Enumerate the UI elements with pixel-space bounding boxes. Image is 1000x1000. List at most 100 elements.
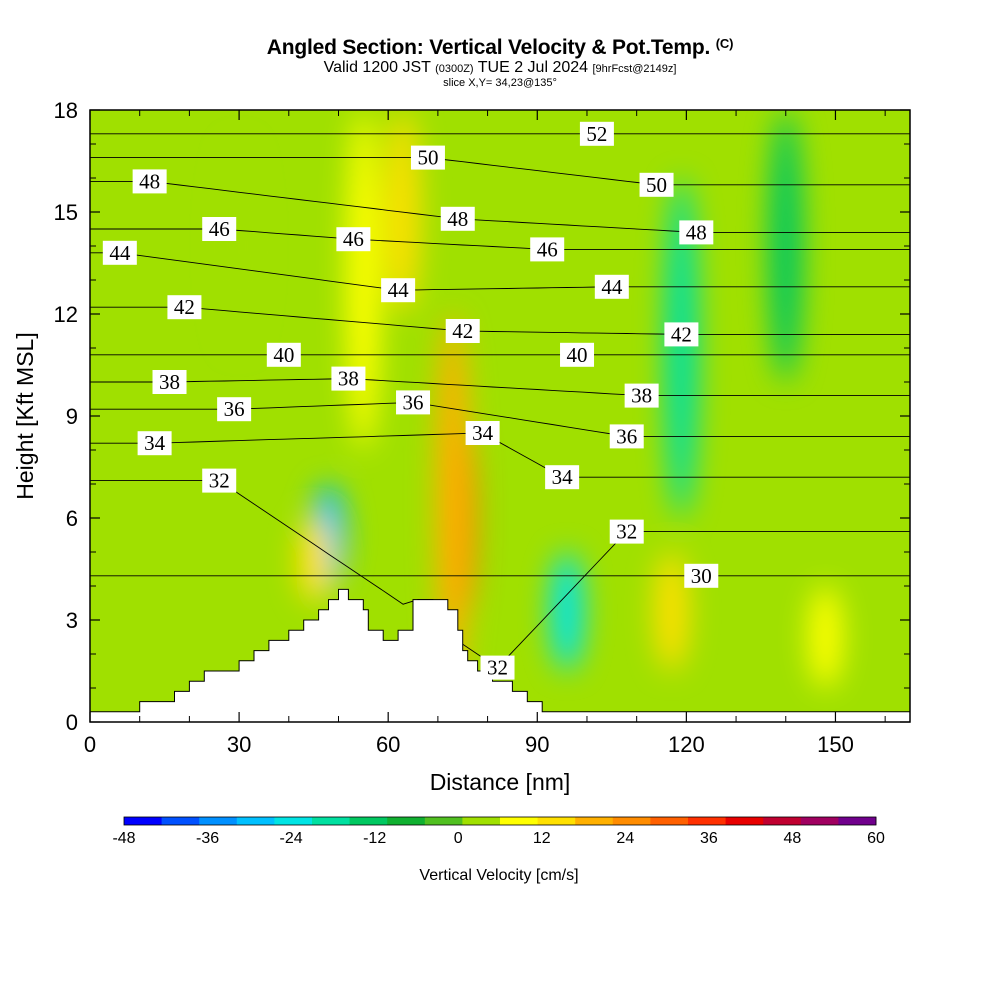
colorbar-tick-label: 0 bbox=[454, 830, 463, 847]
x-tick-label: 30 bbox=[227, 732, 251, 757]
colorbar-tick-label: 48 bbox=[784, 830, 802, 847]
colorbar-swatch bbox=[424, 817, 463, 825]
forecast-info: [9hrFcst@2149z] bbox=[592, 63, 677, 75]
y-tick-label: 15 bbox=[54, 200, 78, 225]
colorbar-tick-label: 24 bbox=[616, 830, 634, 847]
contour-label-box bbox=[609, 424, 644, 449]
colorbar-swatch bbox=[575, 817, 614, 825]
contour-label-box bbox=[102, 240, 137, 265]
contour-label: 50 bbox=[646, 173, 667, 197]
colorbar-tick-label: 12 bbox=[533, 830, 551, 847]
theta-contour bbox=[90, 252, 910, 291]
colorbar-swatch bbox=[688, 817, 726, 825]
velocity-feature bbox=[808, 586, 843, 688]
y-tick-label: 12 bbox=[54, 302, 78, 327]
contour-label-box bbox=[132, 169, 167, 194]
y-tick-label: 6 bbox=[66, 506, 78, 531]
colorbar-swatch bbox=[650, 817, 689, 825]
velocity-feature bbox=[768, 110, 803, 382]
colorbar-swatch bbox=[274, 817, 313, 825]
contour-label: 48 bbox=[686, 220, 707, 244]
theta-contour bbox=[90, 432, 910, 478]
y-axis-label: Height [Kft MSL] bbox=[12, 332, 38, 499]
colorbar-tick-label: -48 bbox=[112, 830, 135, 847]
x-tick-label: 120 bbox=[668, 732, 705, 757]
velocity-feature bbox=[550, 552, 585, 671]
y-tick-label: 0 bbox=[66, 710, 78, 735]
colorbar-swatch bbox=[763, 817, 802, 825]
contour-label: 36 bbox=[224, 397, 245, 421]
contour-label: 38 bbox=[631, 384, 652, 408]
colorbar-label: Vertical Velocity [cm/s] bbox=[419, 867, 578, 884]
contour-label: 34 bbox=[144, 431, 166, 455]
theta-contour bbox=[90, 378, 910, 397]
contour-label-box bbox=[684, 563, 719, 588]
colorbar-swatch bbox=[161, 817, 200, 825]
y-tick-label: 9 bbox=[66, 404, 78, 429]
copyright-mark: (C) bbox=[715, 36, 734, 51]
valid-date: TUE 2 Jul 2024 bbox=[477, 59, 589, 76]
contour-label-box bbox=[624, 383, 659, 408]
contour-label-box bbox=[336, 227, 371, 252]
colorbar-swatch bbox=[349, 817, 388, 825]
contour-label-box bbox=[202, 468, 237, 493]
contour-label: 34 bbox=[552, 465, 574, 489]
contour-label-box bbox=[331, 366, 366, 391]
contour-label-box bbox=[639, 172, 674, 197]
contour-label: 44 bbox=[601, 275, 623, 299]
colorbar-swatch bbox=[236, 817, 275, 825]
contour-label-box bbox=[545, 465, 580, 490]
contour-label: 40 bbox=[273, 343, 294, 367]
contour-label: 38 bbox=[338, 367, 359, 391]
colorbar-swatch bbox=[312, 817, 350, 825]
contour-label: 42 bbox=[452, 319, 473, 343]
velocity-feature bbox=[222, 144, 257, 348]
contour-label: 38 bbox=[159, 370, 180, 394]
velocity-feature bbox=[664, 178, 699, 518]
contour-label-box bbox=[480, 655, 515, 680]
colorbar-swatch bbox=[124, 817, 162, 825]
contour-label: 34 bbox=[472, 421, 494, 445]
colorbar-tick-label: -24 bbox=[280, 830, 303, 847]
colorbar-swatch bbox=[612, 817, 651, 825]
contour-label: 32 bbox=[487, 656, 508, 680]
velocity-feature bbox=[654, 552, 689, 671]
contour-label: 30 bbox=[691, 564, 712, 588]
contour-label: 46 bbox=[343, 227, 364, 251]
colorbar-swatch bbox=[387, 817, 426, 825]
velocity-feature bbox=[296, 518, 331, 603]
contour-label-box bbox=[381, 278, 416, 303]
colorbar-frame bbox=[123, 816, 877, 826]
contour-label: 36 bbox=[403, 390, 424, 414]
colorbar-swatch bbox=[838, 817, 877, 825]
y-tick-label: 3 bbox=[66, 608, 78, 633]
contour-label-box bbox=[664, 322, 699, 347]
plot-area: 48 46 44 42 40 38 36 34 32 50 48 46 44 42 38 36 34 34 52 50… bbox=[90, 110, 910, 722]
valid-time: Valid 1200 JST bbox=[323, 59, 431, 76]
contour-label-box bbox=[396, 390, 431, 415]
theta-contour-labels: 48 46 44 42 40 38 36 34 32 50 48 46 44 42 38 36 34 34 52 50… bbox=[102, 121, 719, 680]
contour-label-box bbox=[152, 370, 187, 394]
chart-title: Angled Section: Vertical Velocity & Pot.… bbox=[0, 36, 1000, 60]
colorbar-swatch bbox=[500, 817, 538, 825]
contour-label-box bbox=[679, 220, 714, 245]
contour-label-box bbox=[202, 217, 237, 241]
colorbar-swatch bbox=[800, 817, 839, 825]
contour-label-box bbox=[137, 431, 172, 456]
contour-label-box bbox=[579, 121, 614, 146]
contour-label-box bbox=[167, 295, 202, 320]
theta-contour bbox=[90, 306, 910, 335]
y-tick-label: 18 bbox=[54, 98, 78, 123]
velocity-feature bbox=[346, 110, 381, 450]
contour-label-box bbox=[445, 319, 480, 343]
slice-info: slice X,Y= 34,23@135° bbox=[443, 77, 557, 89]
contour-label: 36 bbox=[616, 424, 637, 448]
colorbar-tick-label: -12 bbox=[363, 830, 386, 847]
colorbar-tick-label: 36 bbox=[700, 830, 718, 847]
theta-contour bbox=[90, 180, 910, 233]
contour-label: 44 bbox=[109, 241, 131, 265]
contour-label: 48 bbox=[447, 207, 468, 231]
chart-title-text: Angled Section: Vertical Velocity & Pot.… bbox=[266, 36, 711, 59]
